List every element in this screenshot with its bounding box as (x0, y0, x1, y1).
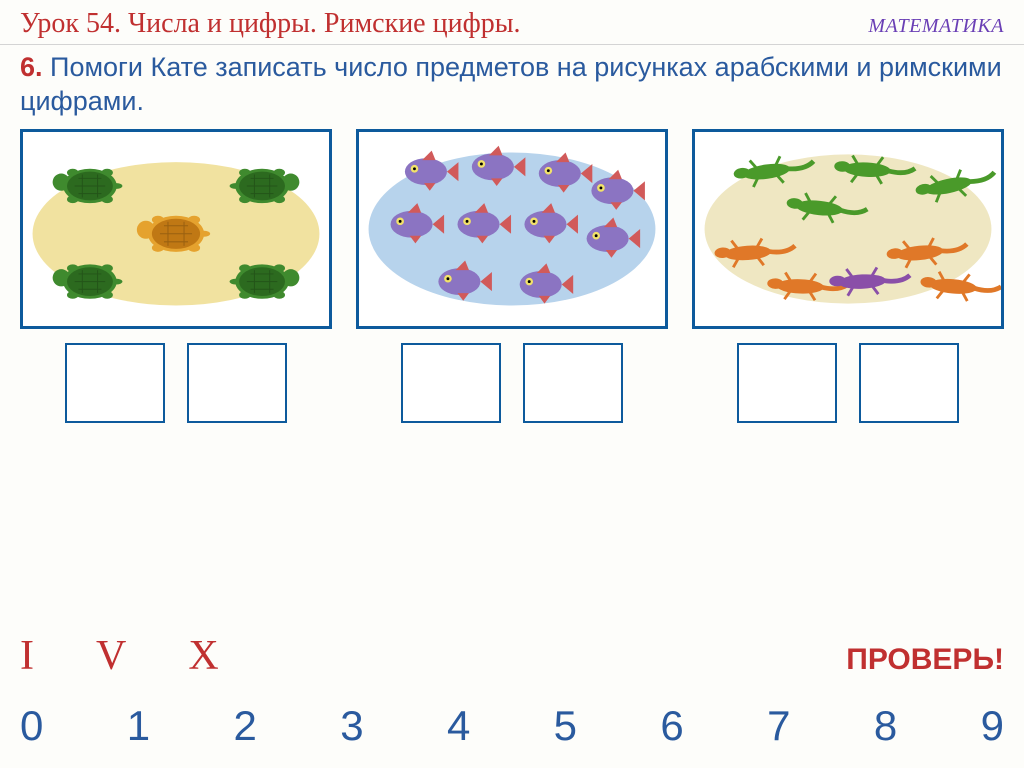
check-button[interactable]: ПРОВЕРЬ! (846, 643, 1004, 677)
answer-row (0, 329, 1024, 423)
task-text: 6. Помоги Кате записать число предметов … (0, 45, 1024, 129)
answer-box[interactable] (401, 343, 501, 423)
task-number: 6. (20, 52, 43, 82)
roman-row: I V X ПРОВЕРЬ! (20, 632, 1004, 680)
lesson-title: Урок 54. Числа и цифры. Римские цифры. (20, 8, 521, 40)
digit-7[interactable]: 7 (767, 702, 790, 750)
answer-group-lizards (692, 343, 1004, 423)
digit-6[interactable]: 6 (660, 702, 683, 750)
digit-2[interactable]: 2 (233, 702, 256, 750)
roman-v[interactable]: V (96, 632, 126, 680)
card-lizards (692, 129, 1004, 329)
digit-8[interactable]: 8 (874, 702, 897, 750)
digit-5[interactable]: 5 (554, 702, 577, 750)
card-fish (356, 129, 668, 329)
answer-group-fish (356, 343, 668, 423)
roman-i[interactable]: I (20, 632, 34, 680)
digits-row: 0 1 2 3 4 5 6 7 8 9 (20, 702, 1004, 750)
roman-x[interactable]: X (188, 632, 218, 680)
digit-9[interactable]: 9 (981, 702, 1004, 750)
subject-label: МАТЕМАТИКА (868, 15, 1004, 38)
digit-0[interactable]: 0 (20, 702, 43, 750)
answer-group-turtles (20, 343, 332, 423)
answer-box[interactable] (737, 343, 837, 423)
answer-box[interactable] (859, 343, 959, 423)
card-turtles (20, 129, 332, 329)
digit-3[interactable]: 3 (340, 702, 363, 750)
cards-row (0, 129, 1024, 329)
digit-4[interactable]: 4 (447, 702, 470, 750)
answer-box[interactable] (523, 343, 623, 423)
task-body: Помоги Кате записать число предметов на … (20, 52, 1002, 116)
header: Урок 54. Числа и цифры. Римские цифры. М… (0, 0, 1024, 45)
answer-box[interactable] (65, 343, 165, 423)
digit-1[interactable]: 1 (127, 702, 150, 750)
answer-box[interactable] (187, 343, 287, 423)
